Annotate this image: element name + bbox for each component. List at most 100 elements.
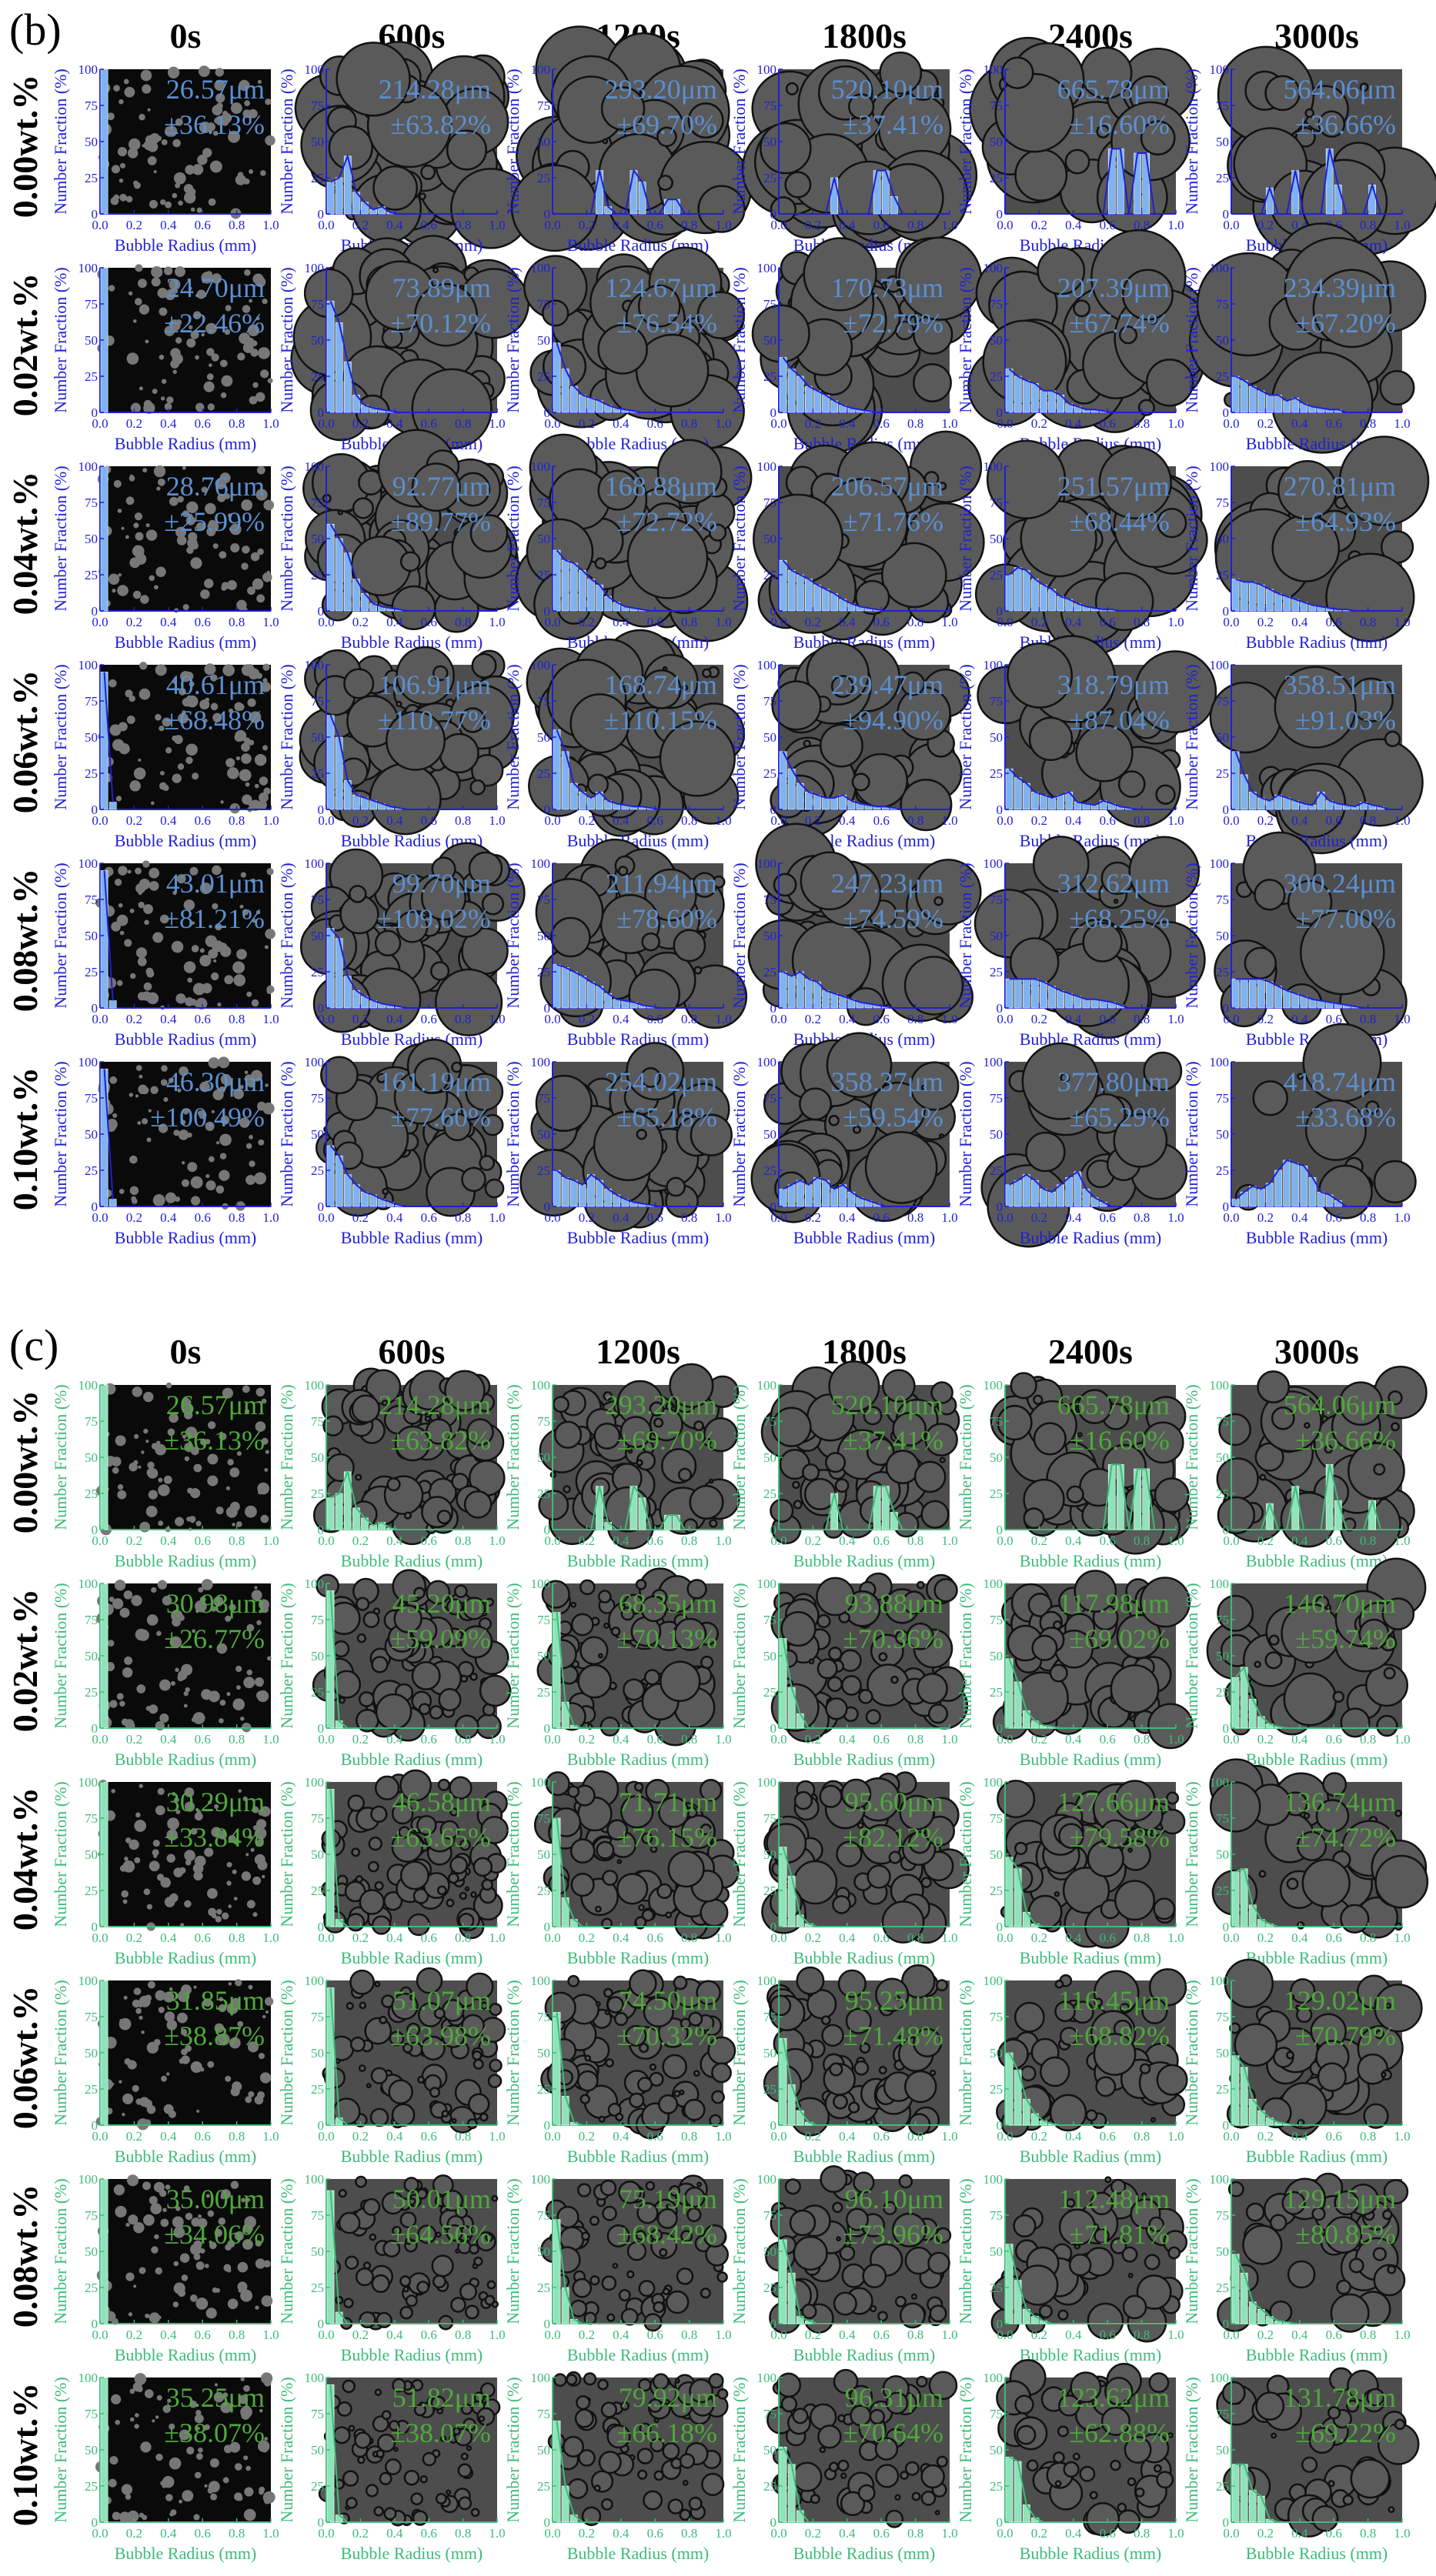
bubble: [139, 114, 145, 121]
x-tick-label: 0.0: [318, 813, 334, 828]
bubble: [156, 1630, 162, 1637]
y-axis-label: Number Fraction (%): [503, 1781, 523, 1927]
x-tick-label: 1.0: [941, 813, 957, 828]
bubble: [160, 396, 165, 401]
bubble: [552, 1396, 569, 1413]
y-tick-label: 100: [78, 856, 99, 871]
histogram-bar: [630, 170, 638, 215]
bubble: [236, 949, 247, 960]
y-tick-label: 50: [990, 333, 1003, 348]
histogram-bar: [1014, 979, 1022, 1009]
bubble: [186, 1517, 192, 1522]
bubble: [429, 961, 450, 981]
mean-radius-annotation: 206.57μm: [831, 471, 943, 502]
mean-radius-annotation: 46.30μm: [166, 1066, 265, 1097]
bubble: [119, 162, 126, 169]
x-tick-label: 0.2: [1257, 1533, 1274, 1548]
histogram-bar: [796, 971, 804, 1009]
panel-b: (b)0s600s1200s1800s2400s3000s0.00wt.%025…: [5, 5, 1436, 1248]
x-tick-label: 0.2: [1257, 416, 1274, 431]
bubble: [147, 155, 157, 165]
y-tick-label: 25: [763, 965, 776, 979]
x-tick-label: 0.4: [386, 1930, 403, 1945]
mean-radius-annotation: 136.74μm: [1284, 1787, 1396, 1817]
histogram-bar: [663, 1514, 672, 1530]
distribution-curve: [556, 169, 720, 215]
bubble: [252, 1876, 262, 1885]
y-axis-label: Number Fraction (%): [51, 1781, 70, 1927]
x-tick-label: 0.2: [126, 1533, 142, 1548]
bubble: [246, 1669, 252, 1676]
y-tick-label: 100: [757, 261, 777, 275]
y-axis-label: Number Fraction (%): [51, 1980, 70, 2125]
histogram-bar: [1014, 375, 1022, 413]
bubble: [124, 86, 135, 98]
bubble: [117, 1490, 127, 1500]
bubble: [139, 386, 143, 391]
bubble: [175, 118, 183, 126]
histogram-bar: [1334, 1500, 1342, 1530]
x-tick-label: 0.2: [805, 218, 821, 232]
bubble: [249, 395, 258, 405]
deviation-annotation: ±65.29%: [1069, 1102, 1170, 1133]
x-tick-label: 0.0: [1223, 615, 1239, 629]
bubble: [157, 478, 165, 486]
bubble: [122, 1667, 133, 1678]
bubble: [259, 2072, 272, 2084]
histogram-bar: [822, 797, 830, 810]
column-header-time: 2400s: [1048, 1332, 1133, 1371]
bubble: [251, 1511, 255, 1516]
y-axis-label: Number Fraction (%): [503, 863, 523, 1008]
x-tick-label: 1.0: [715, 813, 731, 828]
histogram-bar: [1031, 1180, 1039, 1207]
y-tick-label: 50: [990, 1450, 1003, 1465]
bubble: [1297, 1921, 1305, 1930]
bubble: [145, 1994, 152, 2002]
bubble: [916, 1580, 925, 1590]
y-tick-label: 75: [990, 297, 1003, 312]
x-tick-label: 0.8: [1360, 1012, 1376, 1026]
bubble: [193, 1463, 202, 1473]
bubble: [129, 557, 141, 569]
y-tick-label: 50: [1216, 1127, 1229, 1142]
histogram-bar: [1005, 769, 1014, 810]
histogram-bar: [813, 390, 821, 413]
deviation-annotation: ±109.02%: [376, 903, 491, 934]
bubble: [1383, 1667, 1396, 1680]
x-tick-label: 0.2: [352, 1210, 369, 1225]
y-tick-label: 25: [990, 1685, 1003, 1700]
x-tick-label: 0.2: [1031, 218, 1047, 232]
y-tick-label: 100: [1210, 261, 1230, 275]
x-tick-label: 0.0: [997, 813, 1013, 828]
y-tick-label: 50: [85, 333, 98, 348]
bubble: [209, 363, 212, 368]
bubble: [159, 307, 168, 316]
x-tick-label: 0.8: [907, 813, 923, 828]
histogram-bar: [361, 1191, 369, 1207]
histogram-bar: [569, 971, 578, 1009]
x-axis-label: Bubble Radius (mm): [1246, 632, 1388, 652]
y-tick-label: 50: [537, 135, 550, 149]
bubble: [255, 316, 260, 321]
histogram-bar: [326, 715, 335, 810]
y-tick-label: 25: [1216, 1487, 1229, 1501]
bubble: [799, 1087, 832, 1121]
y-tick-label: 25: [85, 766, 98, 781]
y-tick-label: 25: [311, 1685, 324, 1700]
bubble: [879, 51, 923, 95]
bubble: [177, 1670, 188, 1680]
bubble: [112, 589, 116, 593]
mean-radius-annotation: 251.57μm: [1057, 471, 1170, 502]
y-tick-label: 75: [85, 893, 98, 907]
bubble: [770, 1498, 794, 1523]
bubble: [145, 1440, 149, 1443]
x-tick-label: 1.0: [941, 218, 957, 232]
bubble: [249, 169, 254, 175]
bubble: [667, 1850, 705, 1888]
